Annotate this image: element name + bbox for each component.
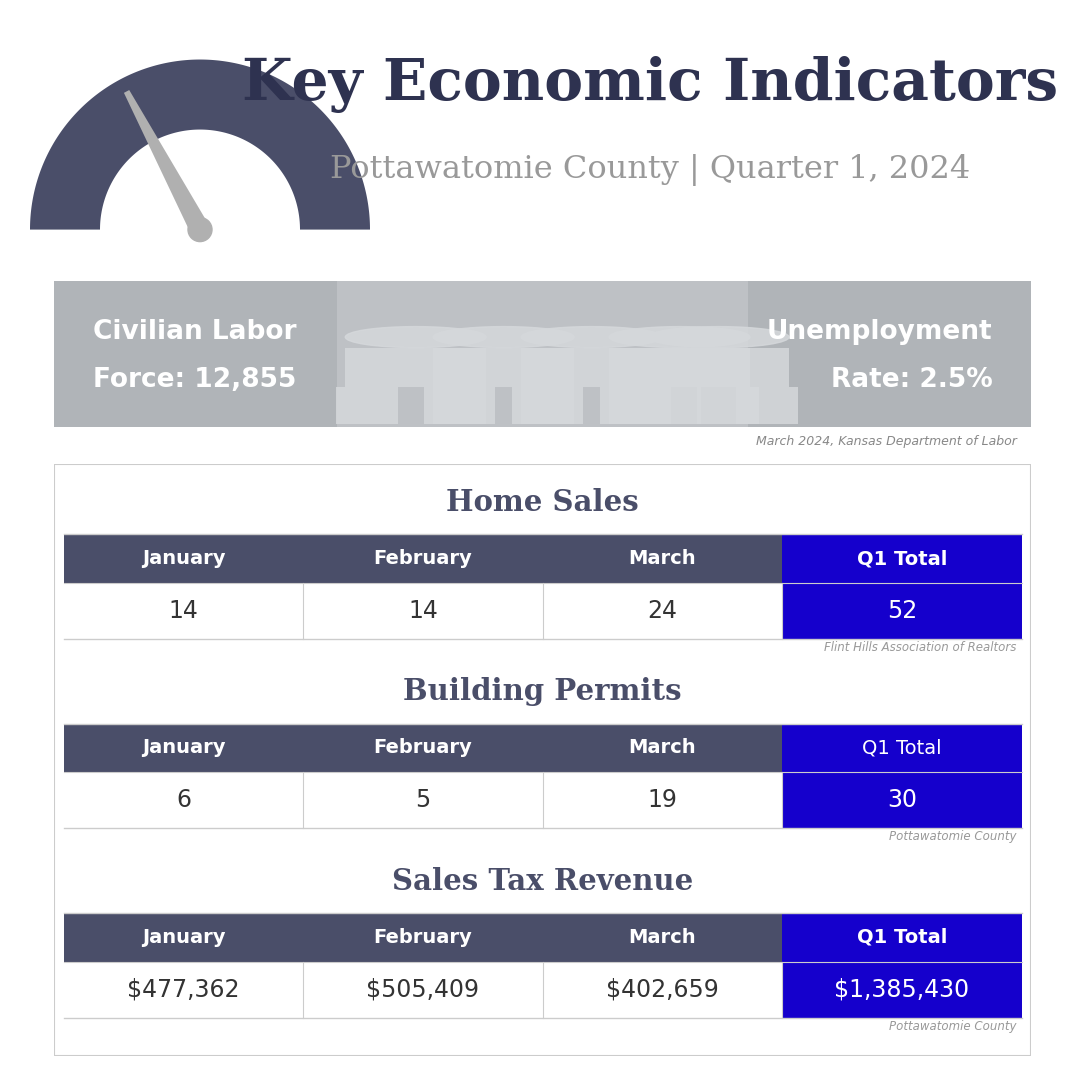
- FancyBboxPatch shape: [782, 961, 1022, 1017]
- Text: 14: 14: [168, 599, 199, 623]
- Text: Q1 Total: Q1 Total: [856, 928, 947, 947]
- Text: 24: 24: [647, 599, 677, 623]
- FancyBboxPatch shape: [697, 387, 759, 423]
- FancyBboxPatch shape: [64, 913, 303, 961]
- Text: February: February: [374, 739, 472, 757]
- FancyBboxPatch shape: [424, 387, 486, 423]
- FancyBboxPatch shape: [522, 387, 583, 423]
- FancyBboxPatch shape: [648, 348, 789, 387]
- Polygon shape: [30, 59, 370, 230]
- Text: Unemployment: Unemployment: [767, 319, 993, 345]
- Text: Pottawatomie County | Quarter 1, 2024: Pottawatomie County | Quarter 1, 2024: [329, 153, 970, 186]
- Text: Pottawatomie County: Pottawatomie County: [889, 831, 1016, 843]
- Text: $402,659: $402,659: [606, 977, 719, 1001]
- Text: Rate: 2.5%: Rate: 2.5%: [831, 367, 993, 393]
- FancyBboxPatch shape: [522, 348, 662, 387]
- FancyBboxPatch shape: [303, 583, 543, 639]
- FancyBboxPatch shape: [782, 583, 1022, 639]
- Text: Q1 Total: Q1 Total: [862, 739, 942, 757]
- Text: 6: 6: [176, 788, 191, 812]
- Text: March: March: [629, 549, 697, 568]
- Text: February: February: [374, 549, 472, 568]
- Text: $477,362: $477,362: [127, 977, 240, 1001]
- Text: 30: 30: [887, 788, 917, 812]
- Text: Q1 Total: Q1 Total: [856, 549, 947, 568]
- Circle shape: [648, 326, 789, 348]
- Text: Home Sales: Home Sales: [446, 488, 639, 516]
- FancyBboxPatch shape: [54, 464, 1031, 1056]
- Text: Force: 12,855: Force: 12,855: [93, 367, 297, 393]
- FancyBboxPatch shape: [782, 535, 1022, 583]
- Text: January: January: [141, 549, 226, 568]
- FancyBboxPatch shape: [64, 772, 303, 828]
- FancyBboxPatch shape: [543, 961, 782, 1017]
- Polygon shape: [124, 90, 208, 234]
- Circle shape: [433, 326, 573, 348]
- Text: Flint Hills Association of Realtors: Flint Hills Association of Realtors: [824, 640, 1016, 653]
- FancyBboxPatch shape: [303, 724, 543, 772]
- Text: Civilian Labor: Civilian Labor: [93, 319, 297, 345]
- FancyBboxPatch shape: [782, 772, 1022, 828]
- FancyBboxPatch shape: [543, 535, 782, 583]
- FancyBboxPatch shape: [782, 913, 1022, 961]
- Circle shape: [346, 326, 486, 348]
- Text: January: January: [141, 739, 226, 757]
- Text: 52: 52: [887, 599, 917, 623]
- Text: Pottawatomie County: Pottawatomie County: [889, 1020, 1016, 1032]
- FancyBboxPatch shape: [64, 583, 303, 639]
- Text: March: March: [629, 739, 697, 757]
- FancyBboxPatch shape: [433, 387, 495, 423]
- FancyBboxPatch shape: [512, 387, 573, 423]
- FancyBboxPatch shape: [543, 913, 782, 961]
- Text: Key Economic Indicators: Key Economic Indicators: [242, 56, 1058, 113]
- FancyBboxPatch shape: [64, 535, 303, 583]
- FancyBboxPatch shape: [433, 348, 573, 387]
- Text: 14: 14: [408, 599, 437, 623]
- FancyBboxPatch shape: [303, 772, 543, 828]
- FancyBboxPatch shape: [543, 772, 782, 828]
- FancyBboxPatch shape: [337, 281, 748, 427]
- Text: $1,385,430: $1,385,430: [835, 977, 970, 1001]
- Text: Sales Tax Revenue: Sales Tax Revenue: [392, 866, 693, 895]
- FancyBboxPatch shape: [543, 724, 782, 772]
- Text: March: March: [629, 928, 697, 947]
- FancyBboxPatch shape: [782, 724, 1022, 772]
- FancyBboxPatch shape: [64, 724, 303, 772]
- FancyBboxPatch shape: [609, 348, 750, 387]
- Text: Building Permits: Building Permits: [404, 677, 681, 706]
- FancyBboxPatch shape: [346, 348, 486, 387]
- FancyBboxPatch shape: [303, 961, 543, 1017]
- Text: $505,409: $505,409: [366, 977, 480, 1001]
- Text: February: February: [374, 928, 472, 947]
- Text: 19: 19: [648, 788, 677, 812]
- FancyBboxPatch shape: [337, 387, 399, 423]
- Text: March 2024, Kansas Department of Labor: March 2024, Kansas Department of Labor: [756, 435, 1016, 448]
- Circle shape: [609, 326, 750, 348]
- FancyBboxPatch shape: [54, 281, 1031, 427]
- FancyBboxPatch shape: [737, 387, 798, 423]
- FancyBboxPatch shape: [609, 387, 671, 423]
- FancyBboxPatch shape: [600, 387, 662, 423]
- Text: January: January: [141, 928, 226, 947]
- FancyBboxPatch shape: [543, 583, 782, 639]
- Text: 5: 5: [416, 788, 431, 812]
- FancyBboxPatch shape: [639, 387, 701, 423]
- Circle shape: [522, 326, 662, 348]
- FancyBboxPatch shape: [64, 961, 303, 1017]
- FancyBboxPatch shape: [303, 913, 543, 961]
- FancyBboxPatch shape: [303, 535, 543, 583]
- Circle shape: [188, 217, 212, 242]
